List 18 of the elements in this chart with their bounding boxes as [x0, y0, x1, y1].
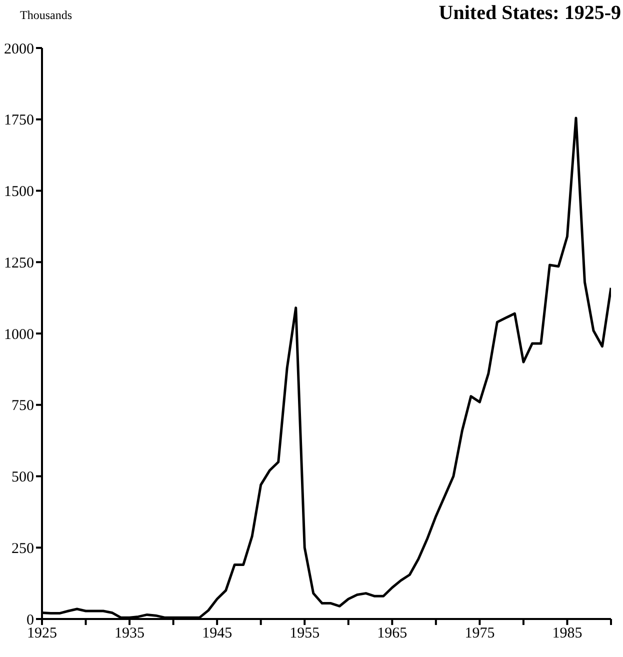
y-axis-title: Thousands	[20, 8, 72, 23]
y-tick-label: 1250	[4, 255, 34, 272]
x-tick-label: 1925	[27, 626, 57, 642]
y-tick-label: 1750	[4, 112, 34, 129]
y-tick-label: 2000	[4, 41, 34, 58]
x-tick-label: 1935	[114, 626, 145, 642]
x-tick-label: 1955	[290, 626, 320, 642]
y-tick-label: 750	[12, 398, 34, 414]
y-tick-label: 1500	[4, 184, 34, 200]
x-tick-label: 1985	[552, 626, 582, 642]
x-tick-label: 1965	[377, 626, 408, 642]
chart-title: United States: 1925-9	[438, 2, 621, 25]
x-tick-label: 1975	[464, 626, 495, 642]
y-tick-label: 0	[26, 612, 34, 628]
y-tick-label: 1000	[4, 326, 34, 343]
x-tick-label: 1945	[202, 626, 232, 642]
y-tick-label: 500	[12, 470, 34, 486]
y-tick-label: 250	[12, 540, 34, 557]
